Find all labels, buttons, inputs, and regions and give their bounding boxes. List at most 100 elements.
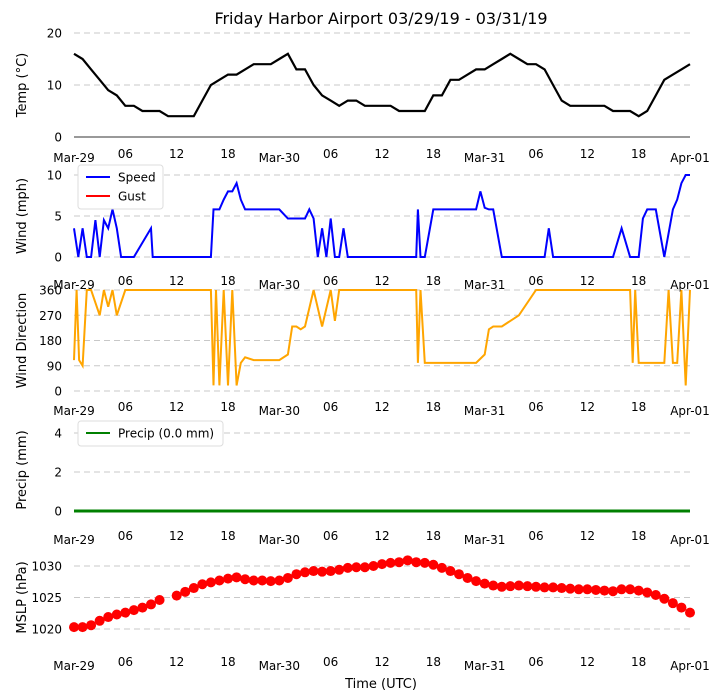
x-tick-label: 12	[374, 400, 389, 414]
data-point	[351, 562, 362, 573]
x-tick-label: Mar-30	[259, 278, 300, 292]
x-tick-label: Mar-30	[259, 533, 300, 547]
data-point	[377, 559, 387, 570]
x-tick-label: Mar-30	[259, 151, 300, 165]
data-point	[120, 607, 131, 618]
x-tick-label: 06	[323, 274, 338, 288]
x-tick-label: 06	[528, 274, 543, 288]
x-tick-label: 06	[118, 529, 133, 543]
data-point	[445, 566, 456, 577]
data-point	[419, 557, 430, 568]
data-point	[599, 585, 610, 596]
data-point	[214, 575, 225, 586]
data-point	[128, 605, 139, 616]
data-point	[685, 607, 695, 618]
x-tick-label: Apr-01	[670, 659, 710, 673]
data-point	[171, 590, 182, 601]
data-point	[334, 564, 345, 575]
x-tick-label: Mar-31	[464, 659, 505, 673]
data-point	[325, 566, 336, 577]
x-tick-label: Mar-29	[53, 404, 94, 418]
y-tick-label: 90	[47, 359, 62, 373]
data-point	[402, 555, 413, 566]
data-point	[616, 584, 627, 595]
y-tick-label: 10	[47, 79, 62, 93]
data-point	[488, 580, 499, 591]
data-point	[77, 622, 88, 633]
data-point	[667, 598, 678, 609]
chart-title: Friday Harbor Airport 03/29/19 - 03/31/1…	[214, 9, 547, 28]
data-point	[642, 587, 653, 598]
data-point	[496, 581, 507, 592]
data-point	[471, 576, 482, 587]
data-point	[565, 583, 576, 594]
data-point	[205, 577, 216, 588]
data-point	[111, 609, 122, 620]
series-line	[73, 289, 691, 386]
data-point	[274, 575, 285, 586]
x-tick-label: 06	[323, 655, 338, 669]
y-tick-label: 1020	[31, 623, 62, 637]
x-tick-label: 18	[426, 147, 441, 161]
x-tick-label: 12	[580, 147, 595, 161]
x-tick-label: 12	[374, 147, 389, 161]
data-point	[394, 557, 405, 568]
y-tick-label: 10	[47, 169, 62, 183]
data-point	[180, 586, 191, 597]
x-tick-label: Mar-30	[259, 404, 300, 418]
data-point	[257, 575, 268, 586]
x-tick-label: 18	[220, 274, 235, 288]
x-tick-label: Apr-01	[670, 151, 710, 165]
x-tick-label: 06	[528, 655, 543, 669]
y-tick-label: 1030	[31, 560, 62, 574]
x-tick-label: Mar-29	[53, 533, 94, 547]
x-tick-label: Mar-31	[464, 151, 505, 165]
data-point	[428, 559, 439, 570]
x-tick-label: 06	[118, 400, 133, 414]
series-line	[73, 52, 691, 118]
y-tick-label: 4	[54, 427, 62, 441]
x-tick-label: 18	[631, 529, 646, 543]
x-tick-label: 06	[118, 147, 133, 161]
x-tick-label: Mar-31	[464, 278, 505, 292]
data-point	[436, 562, 447, 573]
x-tick-label: 12	[580, 274, 595, 288]
x-tick-label: 12	[580, 529, 595, 543]
data-point	[240, 574, 251, 585]
data-point	[505, 581, 516, 592]
x-tick-label: 18	[631, 274, 646, 288]
x-tick-label: Mar-31	[464, 533, 505, 547]
data-point	[265, 576, 276, 587]
x-tick-label: 18	[631, 655, 646, 669]
x-tick-label: Apr-01	[670, 278, 710, 292]
x-tick-label: 12	[580, 400, 595, 414]
x-tick-label: Mar-29	[53, 151, 94, 165]
legend-label: Precip (0.0 mm)	[118, 427, 214, 441]
x-tick-label: 06	[323, 400, 338, 414]
data-point	[188, 583, 199, 594]
data-point	[368, 561, 379, 571]
x-tick-label: 12	[169, 147, 184, 161]
x-tick-label: 06	[528, 400, 543, 414]
data-point	[197, 579, 208, 590]
data-point	[359, 562, 370, 573]
data-point	[103, 612, 114, 623]
x-tick-label: 12	[374, 274, 389, 288]
x-tick-label: 06	[528, 529, 543, 543]
data-point	[411, 557, 422, 568]
x-tick-label: 06	[323, 529, 338, 543]
data-point	[146, 599, 156, 610]
data-point	[531, 581, 541, 592]
data-point	[548, 582, 559, 593]
data-point	[342, 562, 353, 573]
x-tick-label: 12	[169, 274, 184, 288]
data-point	[608, 586, 618, 597]
legend-label: Speed	[118, 171, 156, 185]
y-tick-label: 360	[39, 284, 62, 298]
data-point	[282, 572, 293, 583]
data-point	[300, 567, 310, 578]
data-point	[522, 581, 533, 592]
data-point	[479, 578, 490, 589]
y-axis-label: Precip (mm)	[15, 430, 30, 509]
data-point	[137, 602, 148, 613]
